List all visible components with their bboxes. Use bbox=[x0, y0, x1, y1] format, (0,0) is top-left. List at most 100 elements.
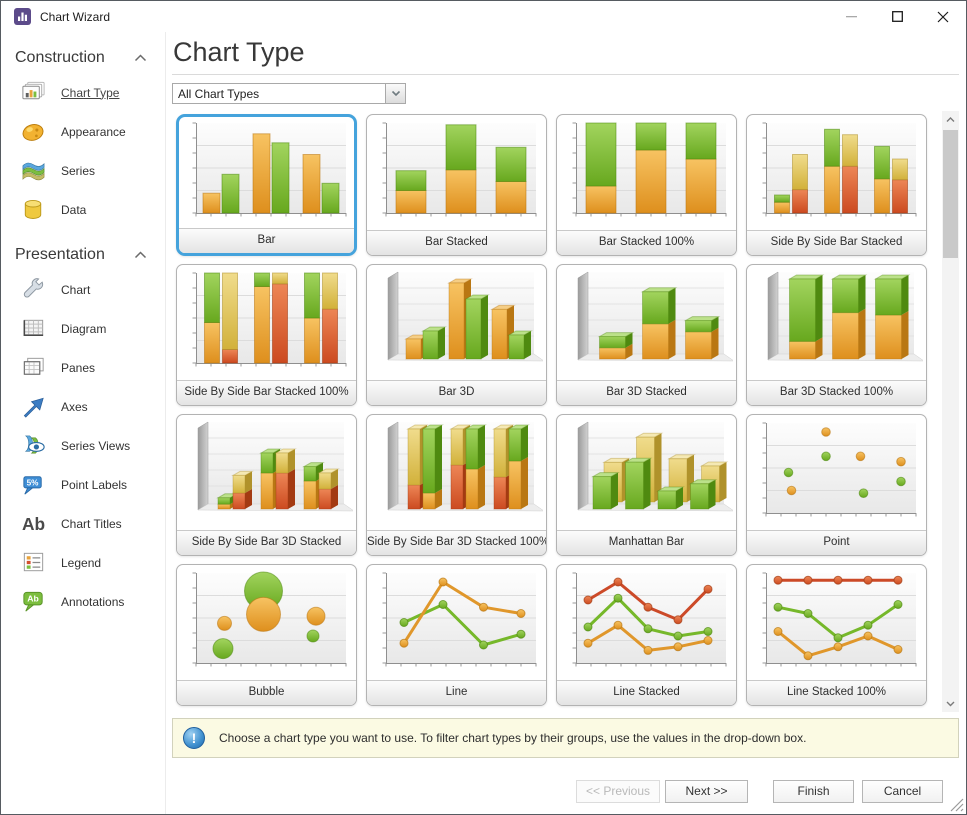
chart-type-tile-line-stacked[interactable]: Line Stacked bbox=[556, 564, 737, 706]
chart-type-tile-side-by-side-bar-stacked[interactable]: Side By Side Bar Stacked bbox=[746, 114, 927, 256]
chart-type-label: Manhattan Bar bbox=[557, 530, 736, 555]
hint-text: Choose a chart type you want to use. To … bbox=[219, 731, 807, 745]
chart-type-label: Bubble bbox=[177, 680, 356, 705]
chart-thumbnail bbox=[747, 265, 926, 380]
chart-type-label: Bar bbox=[179, 228, 354, 253]
chart-thumbnail bbox=[367, 265, 546, 380]
finish-button[interactable]: Finish bbox=[773, 780, 854, 803]
window-minimize-button[interactable] bbox=[828, 1, 874, 32]
dropdown-selected-value: All Chart Types bbox=[178, 86, 260, 101]
next-button[interactable]: Next >> bbox=[665, 780, 748, 803]
hint-bar: ! Choose a chart type you want to use. T… bbox=[172, 718, 959, 758]
resize-grip[interactable] bbox=[948, 796, 964, 812]
chart-type-tile-line[interactable]: Line bbox=[366, 564, 547, 706]
chart-type-label: Point bbox=[747, 530, 926, 555]
app-icon bbox=[14, 8, 31, 25]
chevron-down-icon[interactable] bbox=[385, 84, 405, 103]
sidebar-section-header-construction[interactable]: Construction bbox=[1, 32, 165, 73]
sidebar-item-label: Panes bbox=[61, 360, 96, 375]
window-title: Chart Wizard bbox=[40, 9, 111, 24]
sidebar-item-appearance[interactable]: Appearance bbox=[1, 112, 165, 151]
scrollbar-up-button[interactable] bbox=[942, 111, 959, 128]
chart-type-tile-bar[interactable]: Bar bbox=[176, 114, 357, 256]
minimize-icon bbox=[845, 16, 857, 18]
chart-thumbnail bbox=[179, 117, 354, 228]
legend-icon bbox=[19, 549, 47, 577]
sidebar-item-label: Chart bbox=[61, 282, 91, 297]
chart-type-filter-dropdown[interactable]: All Chart Types bbox=[172, 83, 406, 104]
sidebar-item-chart-type[interactable]: Chart Type bbox=[1, 73, 165, 112]
diagram-icon bbox=[19, 315, 47, 343]
sidebar-section-header-presentation[interactable]: Presentation bbox=[1, 229, 165, 270]
gallery-scrollbar[interactable] bbox=[942, 111, 959, 712]
sidebar-item-series-views[interactable]: Series Views bbox=[1, 426, 165, 465]
maximize-icon bbox=[891, 11, 903, 22]
chart-type-tile-bar-stacked-100[interactable]: Bar Stacked 100% bbox=[556, 114, 737, 256]
chart-type-tile-side-by-side-bar-3d-stacked[interactable]: Side By Side Bar 3D Stacked bbox=[176, 414, 357, 556]
chart-type-label: Side By Side Bar 3D Stacked 100% bbox=[367, 530, 546, 555]
scrollbar-down-button[interactable] bbox=[942, 695, 959, 712]
sidebar-item-label: Axes bbox=[61, 399, 88, 414]
chart-type-tile-manhattan-bar[interactable]: Manhattan Bar bbox=[556, 414, 737, 556]
chart-type-label: Line Stacked bbox=[557, 680, 736, 705]
sidebar-item-diagram[interactable]: Diagram bbox=[1, 309, 165, 348]
sidebar-item-label: Chart Type bbox=[61, 85, 120, 100]
chart-type-tile-bubble[interactable]: Bubble bbox=[176, 564, 357, 706]
chart-type-tile-bar-3d-stacked[interactable]: Bar 3D Stacked bbox=[556, 264, 737, 406]
window-close-button[interactable] bbox=[920, 1, 966, 32]
sidebar-item-legend[interactable]: Legend bbox=[1, 543, 165, 582]
annotations-icon: Ab bbox=[19, 588, 47, 616]
data-icon bbox=[19, 196, 47, 224]
window-maximize-button[interactable] bbox=[874, 1, 920, 32]
chart-type-label: Side By Side Bar 3D Stacked bbox=[177, 530, 356, 555]
sidebar-item-label: Appearance bbox=[61, 124, 126, 139]
previous-button[interactable]: << Previous bbox=[576, 780, 660, 803]
chevron-up-icon[interactable] bbox=[134, 49, 147, 67]
sidebar-item-label: Annotations bbox=[61, 594, 125, 609]
section-label: Construction bbox=[15, 49, 105, 66]
sidebar-item-panes[interactable]: Panes bbox=[1, 348, 165, 387]
svg-text:Ab: Ab bbox=[27, 594, 39, 604]
chart-type-tile-bar-3d-stacked-100[interactable]: Bar 3D Stacked 100% bbox=[746, 264, 927, 406]
chart-thumbnail bbox=[557, 265, 736, 380]
chart-thumbnail bbox=[367, 115, 546, 230]
chart-type-label: Line Stacked 100% bbox=[747, 680, 926, 705]
scrollbar-thumb[interactable] bbox=[943, 130, 958, 258]
appearance-icon bbox=[19, 118, 47, 146]
sidebar-item-axes[interactable]: Axes bbox=[1, 387, 165, 426]
info-icon: ! bbox=[183, 727, 205, 749]
chart-type-tile-side-by-side-bar-3d-stacked-100[interactable]: Side By Side Bar 3D Stacked 100% bbox=[366, 414, 547, 556]
titlebar: Chart Wizard bbox=[1, 1, 966, 32]
chart-thumbnail bbox=[367, 565, 546, 680]
sidebar-item-annotations[interactable]: Ab Annotations bbox=[1, 582, 165, 621]
chart-type-label: Bar Stacked bbox=[367, 230, 546, 255]
sidebar-item-label: Legend bbox=[61, 555, 102, 570]
chart-type-tile-side-by-side-bar-stacked-100[interactable]: Side By Side Bar Stacked 100% bbox=[176, 264, 357, 406]
sidebar-item-chart-titles[interactable]: Ab Chart Titles bbox=[1, 504, 165, 543]
chart-type-tile-bar-3d[interactable]: Bar 3D bbox=[366, 264, 547, 406]
point-labels-icon: 5% bbox=[19, 471, 47, 499]
chart-type-tile-point[interactable]: Point bbox=[746, 414, 927, 556]
svg-text:5%: 5% bbox=[26, 478, 39, 487]
chart-type-label: Side By Side Bar Stacked bbox=[747, 230, 926, 255]
heading-divider bbox=[172, 74, 959, 75]
sidebar-item-chart[interactable]: Chart bbox=[1, 270, 165, 309]
chart-type-tile-line-stacked-100[interactable]: Line Stacked 100% bbox=[746, 564, 927, 706]
chart-thumbnail bbox=[557, 115, 736, 230]
sidebar-item-label: Data bbox=[61, 202, 87, 217]
chart-thumbnail bbox=[557, 565, 736, 680]
chart-type-label: Line bbox=[367, 680, 546, 705]
chevron-up-icon[interactable] bbox=[134, 246, 147, 264]
wizard-sidebar: Construction Chart Type Appearance Series Da… bbox=[1, 32, 166, 814]
close-icon bbox=[937, 11, 949, 22]
sidebar-item-point-labels[interactable]: 5% Point Labels bbox=[1, 465, 165, 504]
chart-thumbnail bbox=[177, 565, 356, 680]
chart-type-tile-bar-stacked[interactable]: Bar Stacked bbox=[366, 114, 547, 256]
sidebar-item-series[interactable]: Series bbox=[1, 151, 165, 190]
sidebar-item-label: Series bbox=[61, 163, 96, 178]
chart-type-label: Bar 3D Stacked 100% bbox=[747, 380, 926, 405]
sidebar-item-data[interactable]: Data bbox=[1, 190, 165, 229]
cancel-button[interactable]: Cancel bbox=[862, 780, 943, 803]
chart-thumbnail bbox=[177, 415, 356, 530]
